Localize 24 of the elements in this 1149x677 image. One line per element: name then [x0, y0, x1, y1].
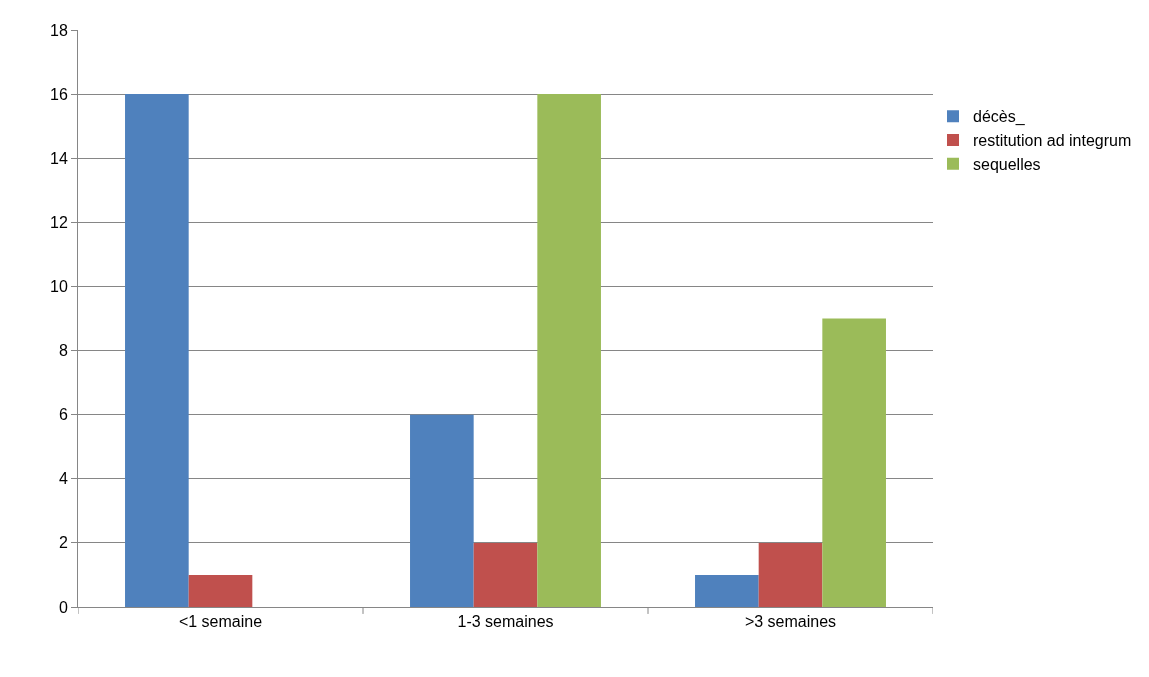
y-tick-label: 14 [50, 149, 68, 167]
bar [758, 542, 823, 607]
y-tick-label: 16 [50, 85, 68, 103]
y-tick-label: 10 [50, 278, 68, 296]
bar [695, 574, 759, 607]
y-tick-label: 18 [50, 21, 68, 39]
x-tick-label: >3 semaines [744, 613, 837, 631]
y-tick-label: 12 [50, 213, 68, 231]
y-tick-label: 8 [58, 342, 68, 360]
x-tick-label: 1-3 semaines [457, 613, 554, 631]
x-tick-label: <1 semaine [178, 613, 263, 631]
y-tick-label: 2 [58, 534, 68, 552]
bar [473, 542, 538, 607]
legend-label: restitution ad integrum [973, 132, 1132, 150]
legend-label: sequelles [973, 155, 1041, 173]
bar [188, 574, 253, 607]
bar [537, 94, 601, 607]
bar [410, 414, 474, 607]
bar [125, 94, 189, 607]
y-tick-label: 6 [58, 406, 68, 424]
y-tick-label: 4 [58, 470, 68, 488]
bar [822, 318, 886, 607]
legend-label: décès_ [973, 108, 1026, 127]
y-tick-label: 0 [58, 598, 68, 616]
